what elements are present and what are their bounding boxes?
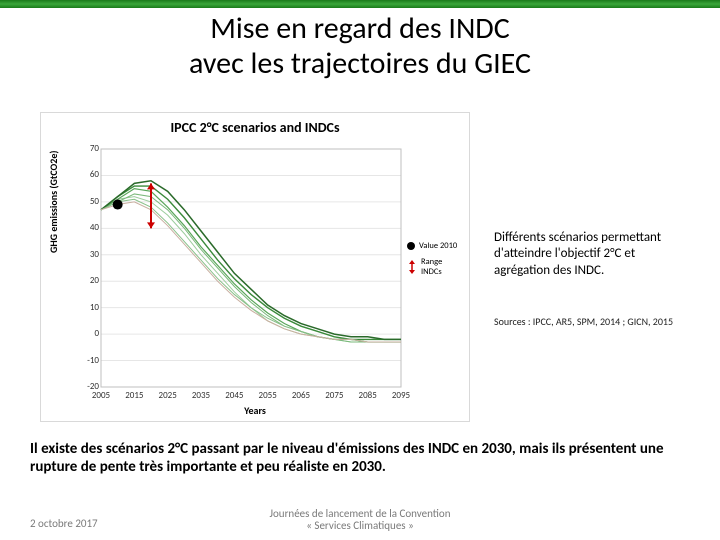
dot-icon [407, 242, 415, 250]
footer-event: Journées de lancement de la Convention «… [0, 508, 720, 532]
title-line-2: avec les trajectoires du GIEC [189, 45, 531, 82]
legend-range-indcs: Range INDCs [407, 257, 463, 277]
summary-paragraph: Il existe des scénarios 2°C passant par … [30, 440, 690, 476]
chart-title: IPCC 2°C scenarios and INDCs [41, 119, 469, 136]
top-accent-bar [0, 0, 720, 8]
legend-value2010-label: Value 2010 [419, 241, 457, 251]
title-line-1: Mise en regard des INDC [210, 10, 510, 47]
chart-legend: Value 2010 Range INDCs [407, 241, 463, 283]
legend-range-indcs-label: Range INDCs [421, 257, 463, 277]
slide-root: Mise en regard des INDC avec les traject… [0, 0, 720, 540]
slide-title: Mise en regard des INDC avec les traject… [0, 12, 720, 81]
legend-value2010: Value 2010 [407, 241, 463, 251]
chart-caption: Différents scénarios permettant d'attein… [494, 230, 694, 279]
footer-line-2: « Services Climatiques » [306, 519, 413, 532]
chart-y-axis-label: GHG emissions (GtCO2e) [47, 150, 60, 253]
chart-x-axis-label: Years [41, 404, 469, 417]
chart-sources: Sources : IPCC, AR5, SPM, 2014 ; GICN, 2… [494, 316, 694, 329]
chart-plot [101, 149, 401, 387]
range-arrow-icon [407, 260, 417, 274]
footer-line-1: Journées de lancement de la Convention [270, 507, 451, 520]
chart-panel: IPCC 2°C scenarios and INDCs GHG emissio… [40, 112, 470, 422]
